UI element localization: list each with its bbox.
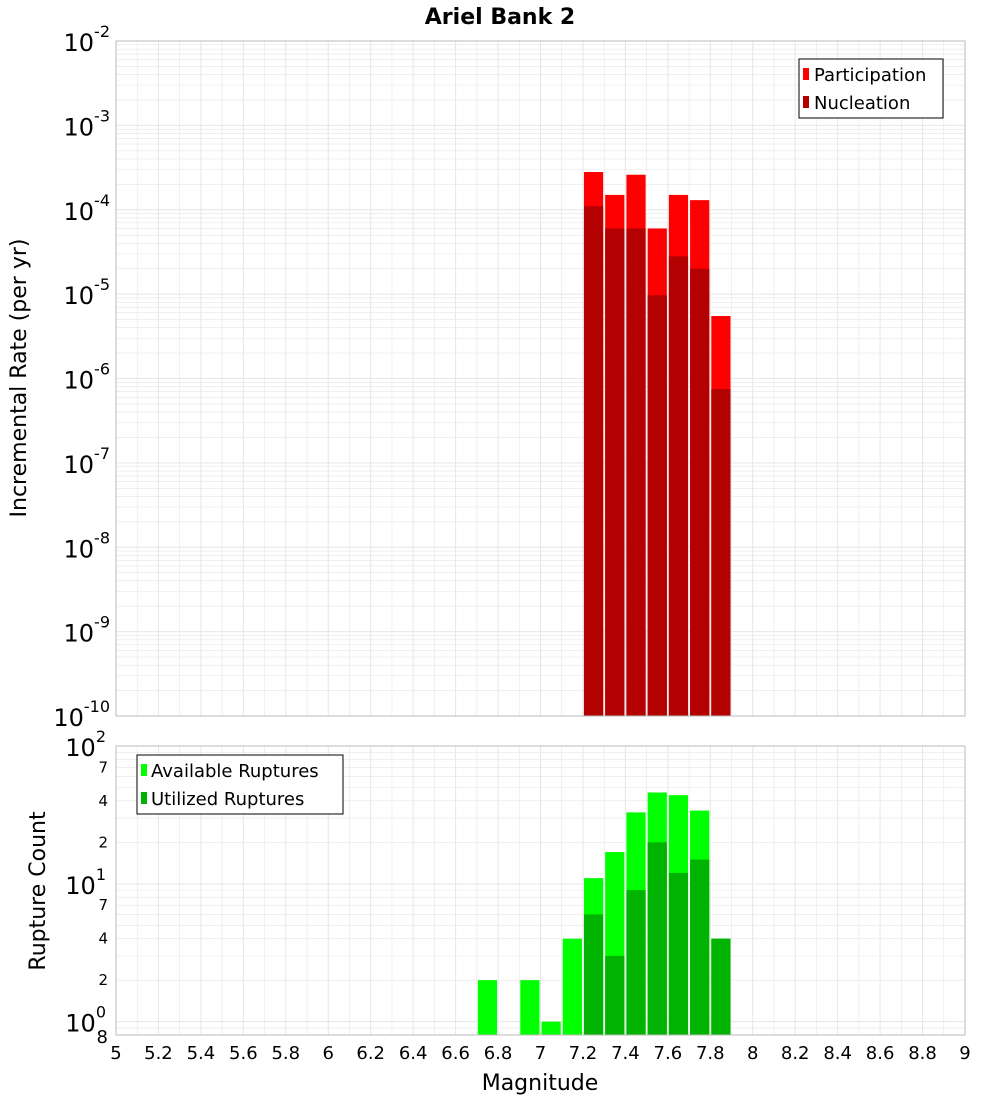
legend-label: Utilized Ruptures: [151, 789, 304, 810]
x-tick-label: 5: [110, 1043, 121, 1064]
y-minor-tick-label: 4: [98, 792, 108, 810]
available-ruptures-bar: [541, 1021, 561, 1035]
y-minor-tick-label: 2: [98, 833, 108, 851]
y-minor-tick-label: 8: [97, 1027, 108, 1048]
x-tick-label: 5.6: [229, 1043, 258, 1064]
utilized-ruptures-bar: [583, 914, 604, 1035]
nucleation-bar: [647, 295, 667, 716]
nucleation-bar: [711, 389, 731, 716]
x-tick-label: 7.8: [696, 1043, 725, 1064]
x-tick-label: 5.8: [271, 1043, 300, 1064]
y-minor-tick-label: 7: [98, 758, 108, 776]
plot-frame-top: [115, 40, 966, 717]
plot-frame-bottom: [115, 745, 966, 1036]
y-tick-label-top: 10-2: [64, 22, 111, 57]
nucleation-bar: [668, 256, 689, 716]
y-tick-label-bottom: 102: [65, 727, 106, 762]
x-tick-label: 6.2: [356, 1043, 385, 1064]
nucleation-bar: [583, 206, 604, 716]
utilized-ruptures-bar: [690, 859, 710, 1035]
y-tick-label-top: 10-6: [64, 360, 111, 395]
nucleation-bar: [690, 268, 710, 716]
legend-box-top: [798, 58, 944, 119]
x-axis-label: Magnitude: [482, 1071, 599, 1096]
y-tick-label-top: 10-8: [64, 528, 111, 563]
nucleation-bar: [626, 228, 646, 716]
y-axis-label-top: Incremental Rate (per yr): [7, 239, 32, 518]
y-tick-label-top: 10-4: [64, 191, 111, 226]
legend-label: Participation: [814, 65, 926, 86]
x-tick-label: 7.6: [654, 1043, 683, 1064]
nucleation-bar: [605, 228, 625, 716]
x-tick-label: 8.2: [781, 1043, 810, 1064]
x-tick-label: 5.2: [144, 1043, 173, 1064]
legend-swatch: [803, 68, 809, 80]
legend-swatch: [141, 792, 147, 804]
y-tick-label-top: 10-9: [64, 613, 111, 648]
x-tick-label: 7: [535, 1043, 546, 1064]
y-axis-label-bottom: Rupture Count: [26, 811, 51, 971]
utilized-ruptures-bar: [647, 842, 667, 1035]
available-ruptures-bar: [520, 980, 540, 1035]
x-tick-label: 8.4: [823, 1043, 852, 1064]
utilized-ruptures-bar: [668, 872, 689, 1035]
x-tick-label: 6.8: [484, 1043, 513, 1064]
y-minor-tick-label: 7: [98, 896, 108, 914]
x-tick-label: 8: [747, 1043, 758, 1064]
y-tick-label-top: 10-5: [64, 275, 111, 310]
utilized-ruptures-bar: [605, 955, 625, 1035]
utilized-ruptures-bar: [711, 938, 731, 1035]
x-tick-label: 8.6: [866, 1043, 895, 1064]
x-tick-label: 6.6: [441, 1043, 470, 1064]
legend-swatch: [141, 764, 147, 776]
y-minor-tick-label: 4: [98, 930, 108, 948]
x-tick-label: 9: [959, 1043, 970, 1064]
y-tick-label-top: 10-7: [64, 444, 111, 479]
legend-label: Nucleation: [814, 93, 910, 114]
y-tick-label-bottom: 101: [65, 865, 106, 900]
x-tick-label: 7.4: [611, 1043, 640, 1064]
y-tick-label-top: 10-10: [53, 697, 110, 732]
legend-swatch: [803, 96, 809, 108]
utilized-ruptures-bar: [626, 890, 646, 1035]
y-tick-label-bottom: 100: [65, 1003, 106, 1038]
available-ruptures-bar: [477, 980, 498, 1035]
x-tick-label: 5.4: [187, 1043, 216, 1064]
x-tick-label: 8.8: [908, 1043, 937, 1064]
legend-label: Available Ruptures: [151, 761, 319, 782]
chart-title: Ariel Bank 2: [425, 5, 575, 30]
x-tick-label: 6: [323, 1043, 334, 1064]
x-tick-label: 6.4: [399, 1043, 428, 1064]
x-tick-label: 7.2: [569, 1043, 598, 1064]
y-tick-label-top: 10-3: [64, 106, 111, 141]
y-minor-tick-label: 2: [98, 971, 108, 989]
available-ruptures-bar: [562, 938, 582, 1035]
legend-box-bottom: [136, 754, 344, 815]
